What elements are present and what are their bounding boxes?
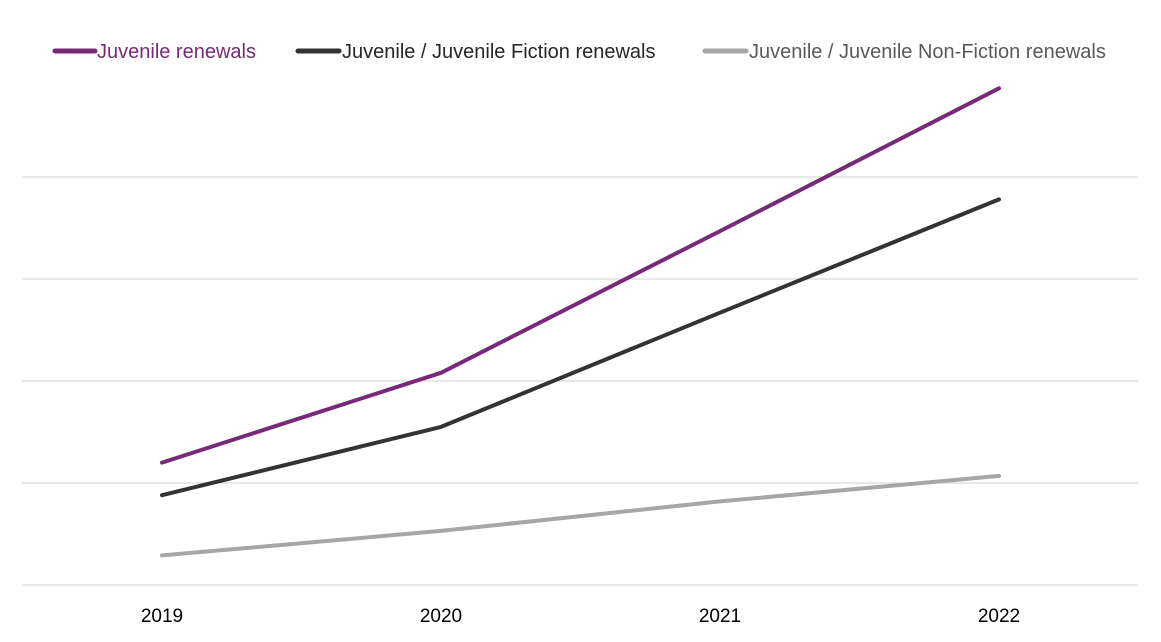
x-tick-label: 2019 xyxy=(141,606,183,627)
legend: Juvenile renewals Juvenile / Juvenile Fic… xyxy=(52,41,1106,63)
series-line-1 xyxy=(160,86,1001,465)
legend-item: Juvenile renewals xyxy=(52,41,256,63)
legend-label: Juvenile / Juvenile Non-Fiction renewals xyxy=(749,41,1106,63)
legend-item: Juvenile / Juvenile Fiction renewals xyxy=(295,41,656,63)
x-axis-tick-labels: 2019 2020 2021 2022 xyxy=(141,606,1020,627)
series-line-2 xyxy=(160,197,1001,498)
x-tick-label: 2022 xyxy=(978,606,1020,627)
x-tick-label: 2020 xyxy=(420,606,462,627)
legend-label: Juvenile renewals xyxy=(97,41,256,63)
legend-label: Juvenile / Juvenile Fiction renewals xyxy=(342,41,656,63)
x-tick-label: 2021 xyxy=(699,606,741,627)
gridlines xyxy=(22,176,1138,586)
legend-item: Juvenile / Juvenile Non-Fiction renewals xyxy=(702,41,1106,63)
series-line-3 xyxy=(160,473,1001,558)
series-lines xyxy=(160,86,1001,558)
